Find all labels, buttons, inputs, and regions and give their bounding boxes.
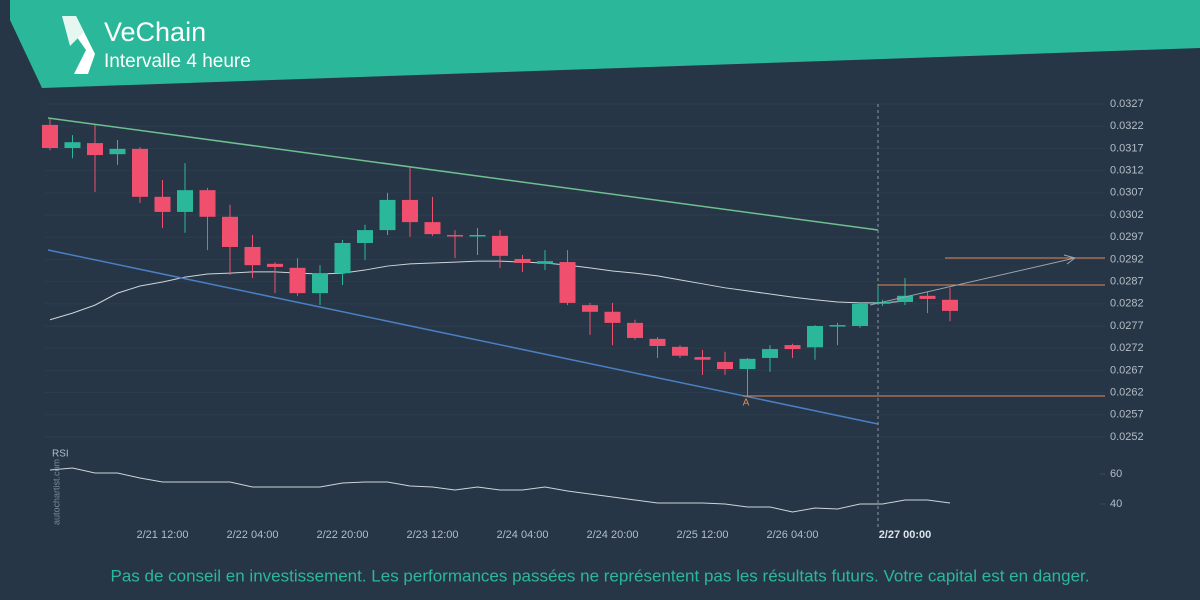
x-tick-label: 2/21 12:00 <box>137 529 189 541</box>
candle-body <box>784 345 801 350</box>
logo-shape <box>62 16 95 74</box>
projection-arrow <box>1063 254 1077 265</box>
y-tick-label: 0.0277 <box>1110 320 1144 332</box>
candle-body <box>807 325 823 348</box>
plot-area: 0.0327 0.0322 0.0317 0.0312 0.0307 0.0302 0.02… <box>42 98 1144 541</box>
candle-body <box>447 234 463 237</box>
y-tick-label: 0.0312 <box>1110 165 1144 177</box>
candle-body <box>402 199 418 223</box>
y-tick-label: 0.0287 <box>1110 276 1144 288</box>
candle-body <box>627 322 643 338</box>
annotations <box>47 104 1105 530</box>
candle-body <box>582 305 598 312</box>
candle-body <box>177 190 193 212</box>
candle-body <box>222 216 238 247</box>
candle-body <box>244 246 261 266</box>
x-tick-label: 2/24 04:00 <box>497 529 549 541</box>
candle-body <box>357 230 373 243</box>
candle-body <box>694 357 711 360</box>
y-tick-label: 0.0327 <box>1110 98 1144 110</box>
x-tick-label: 2/26 04:00 <box>767 529 819 541</box>
candle-body <box>492 235 508 256</box>
projection-line <box>869 257 1076 306</box>
candle-body <box>739 358 756 370</box>
y-tick-label: 0.0317 <box>1110 142 1144 154</box>
support-line <box>47 249 879 425</box>
chart-title: VeChain <box>104 17 206 47</box>
candle-body <box>64 142 81 148</box>
resistance-line <box>47 117 879 231</box>
candle-body <box>672 346 688 356</box>
candle-body <box>424 222 441 235</box>
candle-body <box>469 234 486 237</box>
candle-body <box>334 242 351 274</box>
x-tick-label: 2/25 12:00 <box>677 529 729 541</box>
header-banner <box>10 0 1200 88</box>
y-tick-label: 0.0292 <box>1110 253 1144 265</box>
disclaimer: Pas de conseil en investissement. Les pe… <box>111 566 1090 585</box>
candle-body <box>514 258 531 263</box>
chart-subtitle: Intervalle 4 heure <box>104 51 251 72</box>
candle-body <box>874 302 891 304</box>
x-tick-label: 2/27 00:00 <box>879 529 932 541</box>
candle-body <box>649 338 666 346</box>
candle-body <box>42 124 58 148</box>
candle-body <box>87 143 103 156</box>
y-tick-label: 0.0257 <box>1110 409 1144 421</box>
logo-shape <box>62 16 84 46</box>
candle-body <box>132 148 148 197</box>
x-tick-label: 2/22 04:00 <box>227 529 279 541</box>
y-tick-label: 0.0297 <box>1110 231 1144 243</box>
logo <box>62 16 95 74</box>
rsi-line <box>49 467 951 513</box>
candle-body <box>154 196 171 212</box>
moving-average <box>49 260 906 321</box>
y-tick-label: 0.0322 <box>1110 120 1144 132</box>
rsi-label: RSI <box>52 449 69 460</box>
candle-body <box>852 303 868 326</box>
candle-body <box>289 267 306 294</box>
candle-body <box>199 190 216 217</box>
candle-body <box>717 361 733 370</box>
rsi-tick-label: 60 <box>1110 468 1122 480</box>
y-tick-label: 0.0307 <box>1110 187 1144 199</box>
candle-body <box>897 295 913 303</box>
candle-body <box>942 299 958 311</box>
y-tick-label: 0.0272 <box>1110 342 1144 354</box>
candle-body <box>762 349 778 358</box>
pattern-label: A <box>743 398 750 409</box>
candle-body <box>919 295 936 299</box>
y-tick-label: 0.0262 <box>1110 386 1144 398</box>
y-tick-label: 0.0267 <box>1110 364 1144 376</box>
candle-body <box>829 325 846 327</box>
x-tick-label: 2/24 20:00 <box>587 529 639 541</box>
x-tick-label: 2/22 20:00 <box>317 529 369 541</box>
x-tick-label: 2/23 12:00 <box>407 529 459 541</box>
rsi-tick-label: 40 <box>1110 498 1122 510</box>
candle-body <box>312 273 328 294</box>
watermark: autochartist.com <box>51 459 61 525</box>
candle-body <box>537 261 553 264</box>
candle-body <box>379 199 396 231</box>
candle-body <box>604 311 621 323</box>
y-tick-label: 0.0282 <box>1110 298 1144 310</box>
candle-body <box>559 262 576 303</box>
candle-body <box>109 148 126 155</box>
y-tick-label: 0.0252 <box>1110 431 1144 443</box>
y-tick-label: 0.0302 <box>1110 209 1144 221</box>
candle-body <box>267 263 283 267</box>
